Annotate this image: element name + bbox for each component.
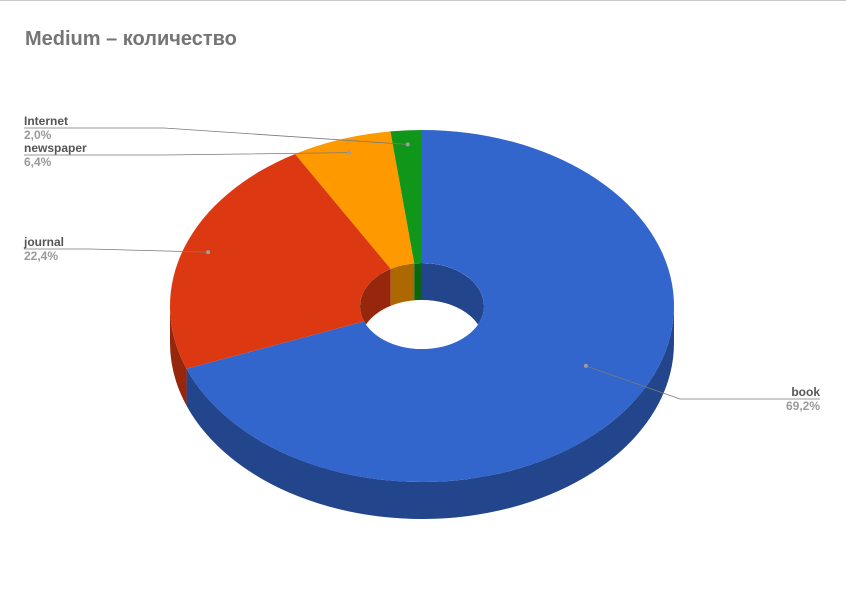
donut-hole xyxy=(360,263,484,349)
slice-internet xyxy=(390,130,422,264)
leader-dot-internet xyxy=(405,142,410,147)
slice-tops xyxy=(169,130,674,482)
slice-journal xyxy=(169,153,391,369)
label-journal: journal xyxy=(23,235,64,249)
leader-lines xyxy=(24,127,820,400)
label-internet: Internet xyxy=(24,114,68,128)
chart-title: Medium – количество xyxy=(25,28,237,50)
value-label-journal: 22,4% xyxy=(24,249,58,263)
leader-dot-newspaper xyxy=(347,150,352,155)
slice-sides xyxy=(170,306,674,519)
hole-inner-walls xyxy=(360,263,484,343)
label-newspaper: newspaper xyxy=(24,141,87,155)
slice-side-journal xyxy=(170,306,187,406)
leader-dot-book xyxy=(583,363,588,368)
slice-side-book xyxy=(186,306,674,519)
leader-line-internet xyxy=(24,127,408,145)
leader-line-journal xyxy=(24,248,209,253)
slice-newspaper xyxy=(295,131,415,269)
leader-line-newspaper xyxy=(24,152,350,156)
value-label-newspaper: 6,4% xyxy=(24,155,52,169)
value-label-book: 69,2% xyxy=(786,399,820,413)
label-book: book xyxy=(791,385,820,399)
slice-book xyxy=(186,130,674,482)
hole-opening xyxy=(360,300,484,349)
value-label-internet: 2,0% xyxy=(24,128,52,142)
leader-dot-journal xyxy=(206,250,211,255)
leader-line-book xyxy=(585,365,820,400)
